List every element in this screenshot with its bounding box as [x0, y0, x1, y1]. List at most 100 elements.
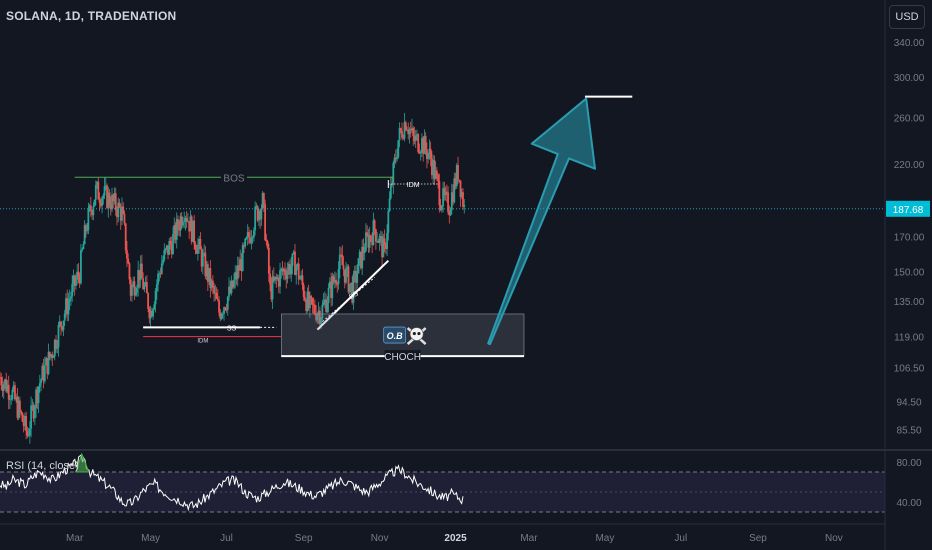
candle-body	[201, 254, 204, 267]
candle	[290, 256, 293, 282]
candle-body	[391, 184, 393, 185]
candle-body	[106, 185, 108, 208]
candle-body	[41, 365, 44, 380]
candle	[250, 229, 253, 250]
candle-body	[6, 384, 9, 392]
candle-body	[208, 268, 210, 282]
price-pane[interactable]: BOS IDM SS IDM SS O.B CHOCH	[0, 95, 885, 444]
candle-body	[121, 206, 123, 221]
candle	[261, 191, 264, 210]
candle	[182, 217, 184, 228]
candle-body	[19, 400, 21, 411]
candle-body	[206, 264, 209, 282]
candle-body	[343, 269, 346, 283]
candle	[73, 274, 76, 296]
candle-body	[282, 269, 285, 272]
candle	[403, 112, 406, 142]
ss-left-label: SS	[227, 325, 237, 332]
candle	[342, 256, 345, 277]
candle	[438, 173, 441, 213]
candle	[206, 261, 209, 292]
candle-body	[260, 208, 263, 220]
candle	[138, 270, 141, 289]
candle	[235, 265, 238, 285]
candle-body	[376, 241, 379, 242]
candle	[4, 378, 6, 389]
candle	[233, 273, 235, 290]
rsi-pane[interactable]	[0, 452, 885, 513]
candle	[452, 184, 454, 206]
candle-body	[81, 249, 84, 251]
candle	[213, 283, 215, 302]
candle-body	[93, 199, 96, 207]
currency-button[interactable]: USD	[889, 5, 925, 29]
candle-body	[265, 240, 268, 242]
candle	[296, 262, 299, 271]
candle	[203, 244, 206, 257]
candle-body	[389, 184, 392, 199]
candle	[267, 243, 270, 282]
candle-body	[104, 185, 107, 187]
candle-body	[80, 250, 82, 284]
candle	[406, 126, 408, 132]
skull-eye	[412, 331, 416, 336]
candle-body	[27, 435, 30, 436]
candle	[164, 247, 167, 255]
candle	[41, 363, 44, 380]
candle-body	[193, 220, 196, 244]
candle	[187, 213, 189, 223]
candle	[160, 255, 163, 275]
candle	[272, 267, 275, 283]
candle-body	[160, 263, 163, 274]
skull-icon	[406, 327, 427, 345]
price-tick-label: 119.00	[894, 333, 924, 344]
candle-body	[36, 389, 39, 404]
time-tick-label: May	[141, 533, 160, 544]
candle	[220, 312, 223, 321]
candle	[84, 223, 87, 238]
candle-body	[140, 263, 143, 279]
candle-body	[172, 234, 174, 255]
candle	[396, 148, 398, 162]
time-tick-label: May	[595, 533, 614, 544]
candle-body	[150, 310, 153, 317]
candle	[355, 265, 357, 293]
candle	[432, 154, 435, 184]
price-tick-label: 106.50	[894, 364, 925, 375]
candle	[381, 231, 384, 267]
candle-body	[25, 415, 28, 431]
candle-body	[12, 385, 15, 390]
candle	[68, 289, 71, 311]
candle-body	[256, 206, 259, 221]
candle-body	[216, 298, 219, 301]
candle-body	[432, 159, 435, 176]
candle	[189, 210, 192, 232]
candle	[214, 284, 217, 301]
candle	[92, 202, 95, 221]
candle	[121, 197, 123, 226]
candle-body	[16, 396, 19, 418]
candle-body	[379, 236, 382, 237]
candle-body	[102, 195, 105, 199]
candle-body	[249, 237, 252, 243]
candle	[281, 261, 284, 276]
candle	[353, 265, 356, 283]
candle	[277, 274, 280, 293]
candle-body	[332, 276, 335, 283]
candle	[16, 387, 19, 421]
candle-body	[155, 284, 158, 292]
candle-body	[246, 232, 249, 238]
current-price-badge	[886, 200, 930, 217]
candle-body	[192, 220, 194, 242]
candle	[87, 202, 90, 235]
order-block-label: O.B	[387, 331, 404, 341]
candle-body	[269, 273, 271, 285]
candle	[27, 427, 30, 437]
candle-body	[383, 238, 386, 245]
candle	[177, 215, 179, 236]
candle-body	[226, 296, 229, 310]
candle	[275, 273, 278, 288]
candle	[198, 235, 201, 254]
candle-body	[35, 389, 37, 409]
candle-body	[76, 271, 79, 280]
